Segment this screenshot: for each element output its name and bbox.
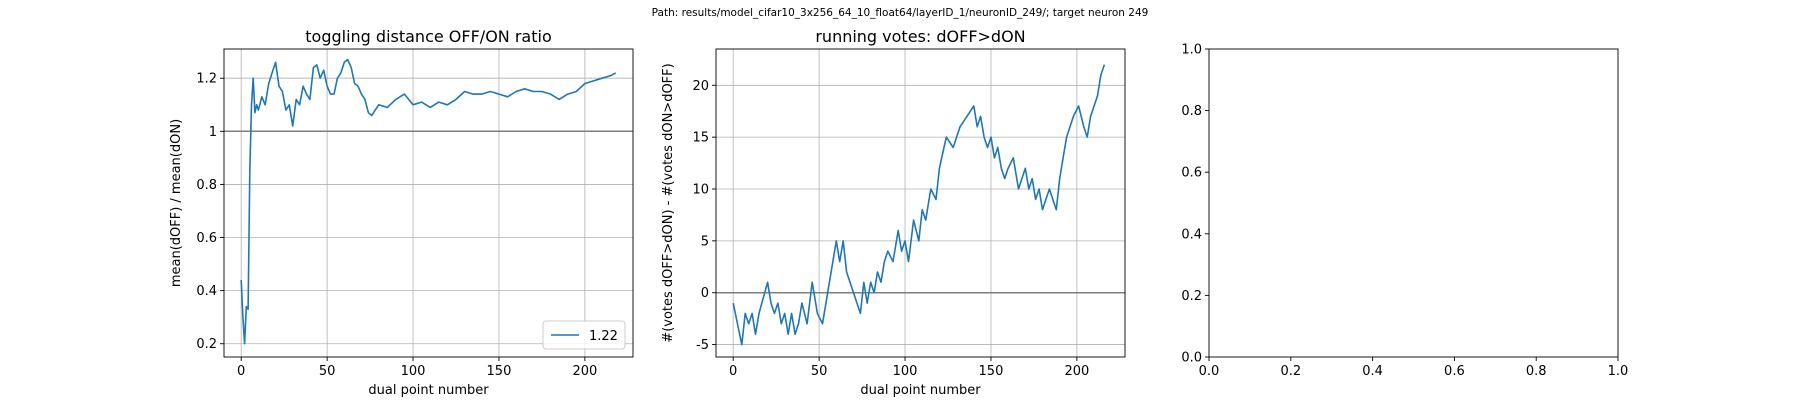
x-tick-label: 50 bbox=[319, 364, 336, 379]
y-tick-label: 0.2 bbox=[1181, 289, 1202, 304]
chart-title: running votes: dOFF>dON bbox=[815, 27, 1025, 46]
plot-running-votes: 0 50 100 150 200 -5 0 5 10 15 20 running votes: dOF… bbox=[661, 27, 1126, 398]
x-tick-label: 150 bbox=[487, 364, 512, 379]
x-tick-label: 0 bbox=[237, 364, 245, 379]
y-tick-label: 0.4 bbox=[1181, 227, 1202, 242]
x-tick-label: 0.6 bbox=[1444, 364, 1465, 379]
y-axis-label: #(votes dOFF>dON) - #(votes dON>dOFF) bbox=[661, 63, 676, 342]
plot-area bbox=[716, 49, 1125, 357]
y-tick-label: 0.6 bbox=[196, 231, 217, 246]
plot-area bbox=[1209, 49, 1618, 357]
x-tick-label: 0.0 bbox=[1199, 364, 1220, 379]
axes-frame bbox=[715, 48, 1126, 358]
y-tick-label: 0.6 bbox=[1181, 166, 1202, 181]
y-tick-label: 0.8 bbox=[196, 178, 217, 193]
y-tick-label: 10 bbox=[692, 183, 709, 198]
chart-title: toggling distance OFF/ON ratio bbox=[305, 27, 551, 46]
y-tick-label: 20 bbox=[692, 79, 709, 94]
x-tick-label: 0.2 bbox=[1280, 364, 1301, 379]
x-tick-label: 100 bbox=[401, 364, 426, 379]
series-line bbox=[732, 64, 1106, 346]
x-tick-label: 0.8 bbox=[1526, 364, 1547, 379]
legend-label: 1.22 bbox=[589, 329, 618, 344]
y-tick-label: 5 bbox=[701, 234, 709, 249]
x-tick-label: 200 bbox=[1064, 364, 1089, 379]
x-tick-label: 50 bbox=[811, 364, 828, 379]
y-tick-label: 0.2 bbox=[196, 337, 217, 352]
y-tick-label: -5 bbox=[696, 338, 709, 353]
plot-area bbox=[224, 49, 633, 357]
axes-frame bbox=[223, 48, 634, 358]
plot-toggling-ratio: 0 50 100 150 200 0.2 0.4 0.6 0.8 1 1.2 toggling dis… bbox=[169, 27, 634, 398]
x-axis-label: dual point number bbox=[368, 383, 489, 398]
y-tick-label: 0.8 bbox=[1181, 104, 1202, 119]
y-tick-label: 0 bbox=[701, 286, 709, 301]
y-tick-label: 1 bbox=[209, 125, 217, 140]
series-line bbox=[240, 58, 617, 345]
y-tick-label: 1.2 bbox=[196, 72, 217, 87]
x-tick-label: 200 bbox=[572, 364, 597, 379]
axes-frame bbox=[1208, 48, 1619, 358]
legend-box bbox=[542, 320, 626, 350]
x-axis-label: dual point number bbox=[860, 383, 981, 398]
figure-suptitle: Path: results/model_cifar10_3x256_64_10_… bbox=[652, 7, 1149, 19]
x-tick-label: 150 bbox=[979, 364, 1004, 379]
y-tick-label: 0.4 bbox=[196, 284, 217, 299]
plot-empty: 0.0 0.2 0.4 0.6 0.8 1.0 0.0 0.2 0.4 0.6 0.8 1.0 bbox=[1181, 43, 1628, 380]
x-tick-label: 0 bbox=[729, 364, 737, 379]
y-axis-label: mean(dOFF) / mean(dON) bbox=[169, 119, 184, 287]
y-tick-label: 0.0 bbox=[1181, 351, 1202, 366]
x-tick-label: 1.0 bbox=[1608, 364, 1629, 379]
legend: 1.22 bbox=[542, 320, 626, 350]
x-tick-label: 0.4 bbox=[1362, 364, 1383, 379]
y-tick-label: 15 bbox=[692, 131, 709, 146]
y-tick-label: 1.0 bbox=[1181, 43, 1202, 58]
x-tick-label: 100 bbox=[893, 364, 918, 379]
